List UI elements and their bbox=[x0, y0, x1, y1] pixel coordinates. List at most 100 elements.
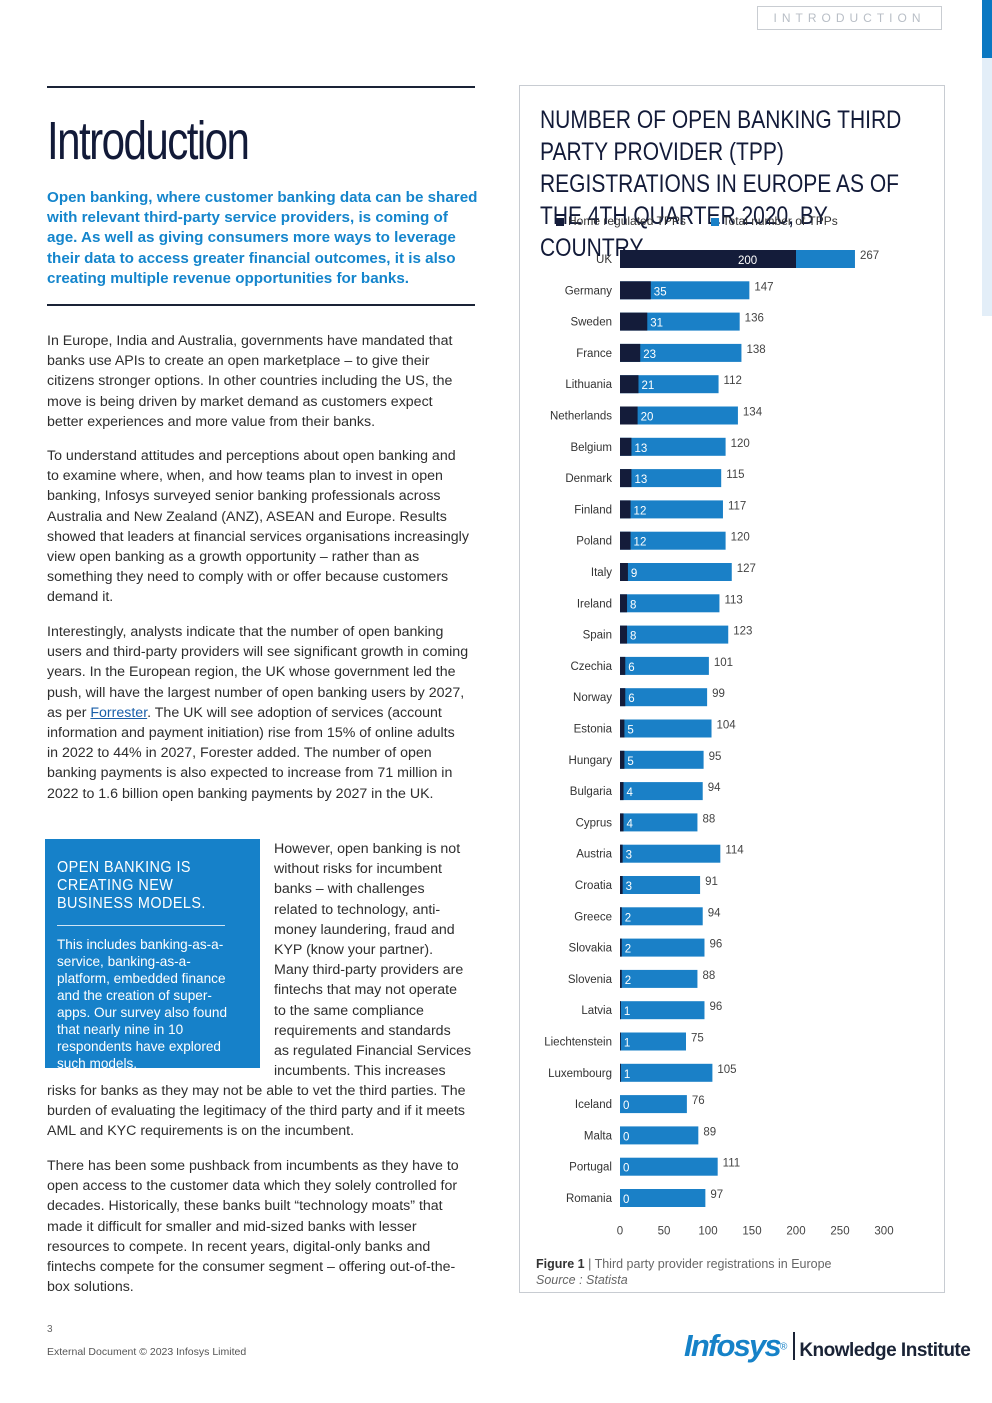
data-label-home: 2 bbox=[625, 975, 631, 987]
category-label: Iceland bbox=[575, 1099, 612, 1111]
bar-home-regulated bbox=[620, 531, 631, 550]
data-label-total: 94 bbox=[708, 907, 721, 919]
bar-total bbox=[620, 563, 732, 581]
data-label-home: 9 bbox=[631, 568, 637, 580]
bar-total bbox=[620, 907, 703, 926]
x-tick-label: 300 bbox=[874, 1225, 893, 1237]
category-label: Latvia bbox=[581, 1005, 612, 1017]
data-label-total: 105 bbox=[717, 1064, 736, 1076]
bar-total bbox=[620, 1001, 705, 1020]
x-tick-label: 0 bbox=[617, 1225, 623, 1237]
category-label: Greece bbox=[574, 911, 612, 923]
data-label-home: 0 bbox=[623, 1194, 629, 1206]
lead-divider bbox=[47, 304, 475, 306]
category-label: Portugal bbox=[569, 1162, 612, 1174]
bar-total bbox=[620, 312, 740, 331]
category-label: Sweden bbox=[570, 317, 612, 329]
category-label: Austria bbox=[576, 849, 612, 861]
x-tick-label: 250 bbox=[830, 1225, 849, 1237]
bar-home-regulated bbox=[620, 281, 651, 300]
x-tick-label: 200 bbox=[786, 1225, 805, 1237]
bar-home-regulated bbox=[620, 938, 622, 957]
bar-home-regulated bbox=[620, 782, 624, 801]
category-label: Belgium bbox=[570, 442, 612, 454]
category-label: Romania bbox=[566, 1193, 613, 1205]
top-divider bbox=[47, 86, 475, 88]
bar-total bbox=[620, 1032, 686, 1051]
body-paragraph-4-line: money laundering, fraud and bbox=[274, 921, 455, 938]
data-label-total: 120 bbox=[731, 438, 750, 450]
logo-unit: Knowledge Institute bbox=[799, 1340, 971, 1361]
bar-total bbox=[620, 844, 721, 863]
category-label: Germany bbox=[565, 285, 613, 297]
body-paragraph-4-line: to the same compliance bbox=[274, 1002, 424, 1019]
bar-total bbox=[620, 719, 712, 738]
body-paragraph-4-line: without risks for incumbent bbox=[274, 861, 442, 878]
bar-home-regulated bbox=[620, 969, 622, 988]
bar-home-regulated bbox=[620, 1001, 621, 1020]
callout-divider bbox=[57, 925, 225, 926]
data-label-home: 31 bbox=[650, 318, 663, 330]
data-label-total: 267 bbox=[860, 250, 879, 262]
bar-total bbox=[620, 531, 726, 550]
category-label: Lithuania bbox=[565, 379, 612, 391]
logo-separator bbox=[793, 1332, 796, 1360]
bar-total bbox=[620, 469, 722, 488]
category-label: Denmark bbox=[565, 473, 612, 485]
bar-home-regulated bbox=[620, 375, 639, 394]
data-label-total: 96 bbox=[709, 1001, 722, 1013]
bar-home-regulated bbox=[620, 343, 641, 362]
bar-home-regulated bbox=[620, 1032, 621, 1051]
data-label-home: 1 bbox=[624, 1006, 630, 1018]
figure-caption: Figure 1 | Third party provider registra… bbox=[536, 1256, 832, 1288]
bar-total bbox=[620, 876, 701, 894]
category-label: Spain bbox=[583, 630, 612, 642]
bar-total bbox=[620, 1063, 713, 1082]
body-paragraph-4-continued: risks for banks as they may not be able … bbox=[47, 1083, 466, 1140]
page-number: 3 bbox=[47, 1324, 53, 1335]
category-label: Norway bbox=[573, 692, 612, 704]
data-label-total: 88 bbox=[702, 813, 715, 825]
data-label-total: 120 bbox=[731, 532, 750, 544]
side-accent-bar bbox=[982, 0, 992, 58]
data-label-home: 23 bbox=[643, 349, 656, 361]
forrester-link[interactable]: Forrester bbox=[90, 704, 148, 721]
category-label: Croatia bbox=[575, 880, 613, 892]
bar-home-regulated bbox=[620, 750, 625, 769]
bar-home-regulated bbox=[620, 625, 628, 644]
legend-label-home: Home regulated TPPs bbox=[568, 214, 686, 228]
category-label: Poland bbox=[576, 536, 612, 548]
x-tick-label: 100 bbox=[698, 1225, 717, 1237]
category-label: UK bbox=[596, 254, 612, 266]
category-label: Estonia bbox=[574, 724, 613, 736]
bar-total bbox=[620, 625, 729, 644]
body-paragraph-4-line: banks – with challenges bbox=[274, 881, 425, 898]
data-label-total: 88 bbox=[702, 970, 715, 982]
bar-total bbox=[620, 281, 750, 300]
legend-swatch-home bbox=[556, 217, 564, 226]
data-label-total: 147 bbox=[754, 281, 773, 293]
body-paragraph-4-line: Many third-party providers are bbox=[274, 962, 464, 979]
data-label-total: 115 bbox=[726, 469, 744, 481]
data-label-home: 20 bbox=[641, 412, 654, 424]
data-label-total: 138 bbox=[746, 344, 765, 356]
bar-total bbox=[620, 1189, 706, 1207]
page-title: Introduction bbox=[47, 111, 250, 171]
data-label-home: 0 bbox=[623, 1131, 629, 1143]
data-label-total: 134 bbox=[743, 407, 763, 419]
data-label-total: 94 bbox=[708, 782, 721, 794]
data-label-total: 114 bbox=[725, 845, 744, 857]
data-label-home: 12 bbox=[634, 505, 647, 517]
body-paragraph-4-line: incumbents. This increases bbox=[274, 1063, 446, 1080]
body-paragraph-2: To understand attitudes and perceptions … bbox=[47, 448, 469, 606]
callout-text: This includes banking-as-a-service, bank… bbox=[57, 937, 228, 1071]
bar-total bbox=[620, 1095, 687, 1114]
body-paragraph-4-line: requirements and standards bbox=[274, 1022, 451, 1039]
legend-swatch-total bbox=[710, 217, 719, 226]
data-label-total: 99 bbox=[712, 688, 725, 700]
bar-total bbox=[620, 782, 703, 801]
bar-total bbox=[620, 688, 708, 707]
bar-home-regulated bbox=[620, 876, 623, 894]
data-label-total: 91 bbox=[705, 876, 718, 888]
